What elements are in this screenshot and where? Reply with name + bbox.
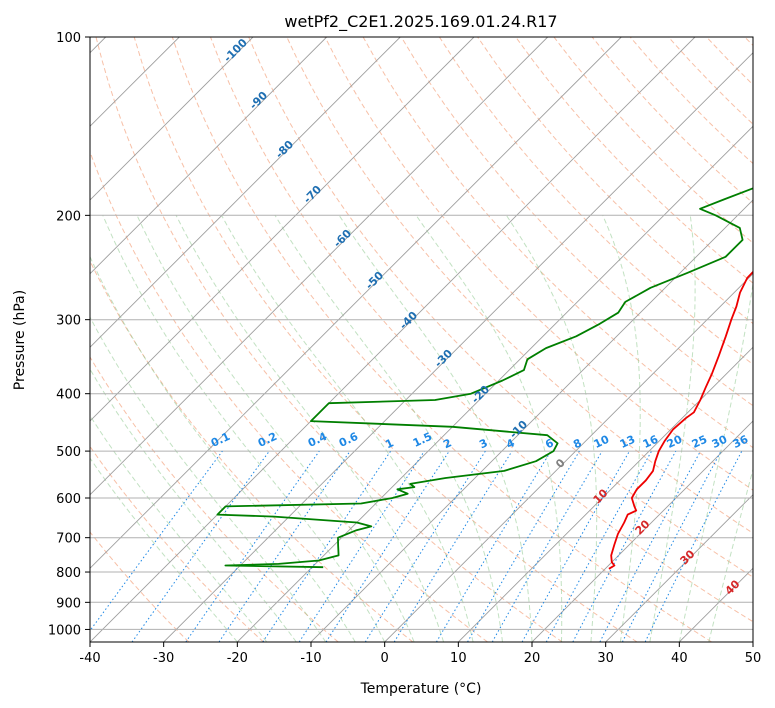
isotherm-line: [531, 420, 753, 642]
mixing-ratio-line: [521, 450, 630, 642]
mixing-ratio-label-36: 36: [731, 433, 751, 451]
moist-adiabat: [338, 215, 533, 642]
mixing-ratio-line: [325, 450, 450, 642]
dry-adiabats: [90, 37, 753, 642]
moist-adiabat: [90, 414, 268, 642]
moist-adiabat: [90, 368, 297, 642]
dry-adiabat: [400, 37, 753, 407]
y-tick-label: 200: [56, 209, 81, 224]
x-tick-label: 50: [745, 651, 762, 666]
y-tick-label: 600: [56, 492, 81, 507]
temperature-line: [608, 270, 753, 570]
y-axis: 100 200 300 400 500 600 700 800 900 1000: [48, 31, 90, 638]
mixing-ratio-line: [262, 450, 392, 642]
isotherm-line: [90, 37, 254, 201]
x-axis-title: Temperature (°C): [360, 681, 482, 697]
moist-adiabat: [602, 215, 641, 642]
isotherm-line: [90, 37, 696, 642]
x-tick-label: 20: [524, 651, 541, 666]
mixing-ratio-label-13: 13: [618, 433, 637, 451]
dry-adiabat: [90, 150, 488, 642]
mixing-ratio-label-20: 20: [665, 433, 685, 451]
mixing-ratio-label-10: 10: [592, 433, 612, 451]
y-tick-label: 700: [56, 532, 81, 547]
x-tick-label: -30: [153, 651, 174, 666]
background-lines: [90, 37, 753, 642]
x-tick-label: -40: [79, 651, 100, 666]
dry-adiabat: [515, 37, 753, 284]
y-tick-label: 1000: [48, 623, 81, 638]
dewpoint-profile: [216, 187, 753, 569]
isotherm-line: [310, 199, 753, 642]
mixing-ratio-line: [644, 450, 743, 642]
x-tick-label: 30: [597, 651, 614, 666]
x-tick-label: 10: [450, 651, 467, 666]
y-tick-label: 800: [56, 566, 81, 581]
dewpoint-line: [216, 187, 753, 569]
dry-adiabat: [438, 37, 753, 366]
isotherm-line: [605, 494, 753, 642]
x-tick-label: 0: [381, 651, 389, 666]
isotherm-line: [90, 37, 475, 422]
mixing-ratio-label-16: 16: [641, 433, 661, 451]
moist-adiabat: [274, 215, 503, 642]
isotherm-line: [90, 37, 549, 496]
moist-adiabats: [90, 215, 753, 642]
moist-adiabat: [90, 316, 327, 642]
plot-frame: [89, 36, 754, 643]
mixing-ratio-line: [131, 450, 270, 642]
isotherm-line: [90, 37, 622, 569]
moist-adiabat: [708, 467, 753, 642]
dry-adiabat: [248, 37, 753, 578]
moist-adiabat: [90, 457, 238, 642]
moist-adiabat: [678, 280, 753, 642]
x-axis: -40 -30 -20 -10 0 10 20 30 40 50: [79, 642, 761, 666]
mixing-ratio-line: [545, 450, 653, 642]
x-tick-label: -20: [227, 651, 248, 666]
mixing-ratio-line: [393, 450, 513, 642]
dry-adiabat: [133, 37, 638, 642]
isotherm-line: [457, 346, 753, 642]
isobars: [90, 37, 753, 630]
isotherms: [90, 37, 753, 642]
mixing-ratio-line: [185, 450, 320, 642]
chart-title: wetPf2_C2E1.2025.169.01.24.R17: [284, 12, 557, 32]
y-axis-title: Pressure (hPa): [12, 290, 28, 390]
moist-adiabat: [505, 215, 598, 642]
y-tick-label: 900: [56, 596, 81, 611]
moist-adiabat: [175, 215, 445, 642]
moist-adiabat: [102, 215, 386, 642]
y-tick-label: 500: [56, 445, 81, 460]
mixing-ratio-line: [218, 450, 351, 642]
isotherm-line: [90, 37, 401, 348]
x-tick-label: 40: [671, 651, 688, 666]
mixing-ratio-line: [298, 450, 425, 642]
isotherm-line: [384, 273, 753, 642]
isotherm-line: [90, 37, 328, 275]
moist-adiabat: [136, 215, 415, 642]
moist-adiabat: [415, 215, 563, 642]
mixing-ratio-label-30: 30: [710, 433, 730, 451]
dry-adiabat: [90, 531, 190, 642]
dry-adiabat: [324, 37, 753, 491]
y-tick-label: 100: [56, 31, 81, 46]
x-tick-label: -10: [300, 651, 321, 666]
dry-adiabat: [210, 37, 753, 623]
mixing-ratio-labels: 0.1 0.2 0.4 0.6 1 1.5 2 3 4 6 8 10 13 16…: [209, 430, 751, 452]
dry-adiabat: [90, 445, 264, 642]
mixing-ratio-line: [90, 450, 223, 632]
dry-adiabat: [171, 37, 712, 642]
dry-adiabat: [90, 356, 339, 642]
plot-background: [90, 37, 753, 642]
mixing-ratio-label-25: 25: [690, 433, 709, 451]
isotherm-line: [752, 641, 753, 642]
y-tick-label: 300: [56, 314, 81, 329]
moist-adiabat: [90, 255, 356, 642]
dry-adiabat: [95, 37, 563, 642]
temperature-profile: [608, 270, 753, 570]
isotherm-line: [163, 52, 753, 642]
moist-adiabat: [649, 215, 696, 642]
y-tick-label: 400: [56, 388, 81, 403]
